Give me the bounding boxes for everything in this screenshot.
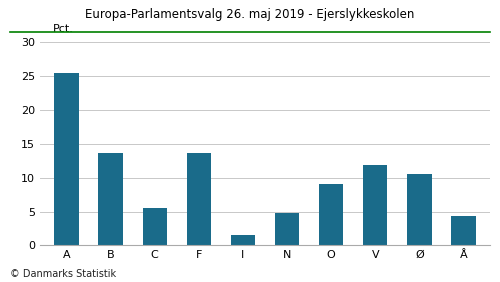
- Bar: [363, 165, 388, 245]
- Text: © Danmarks Statistik: © Danmarks Statistik: [10, 269, 116, 279]
- Bar: [319, 184, 344, 245]
- Text: Europa-Parlamentsvalg 26. maj 2019 - Ejerslykkeskolen: Europa-Parlamentsvalg 26. maj 2019 - Eje…: [86, 8, 414, 21]
- Bar: [54, 73, 78, 245]
- Text: Pct.: Pct.: [53, 24, 74, 34]
- Bar: [142, 208, 167, 245]
- Bar: [231, 235, 255, 245]
- Bar: [186, 153, 211, 245]
- Bar: [452, 215, 475, 245]
- Bar: [408, 174, 432, 245]
- Bar: [98, 153, 122, 245]
- Bar: [275, 213, 299, 245]
